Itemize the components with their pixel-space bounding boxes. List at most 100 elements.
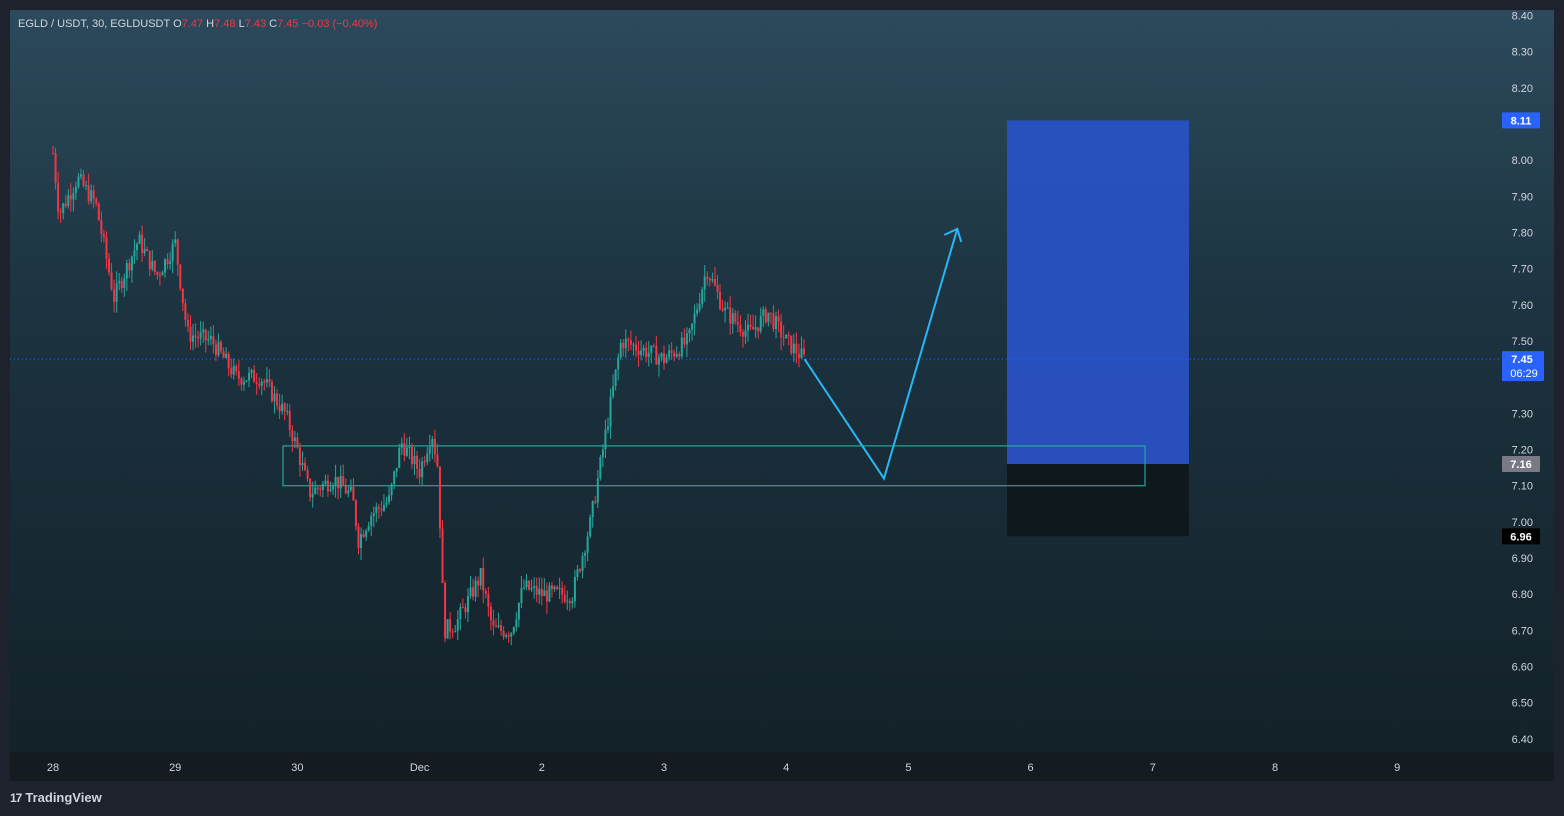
candle-body	[110, 272, 113, 290]
candle-body	[609, 396, 612, 427]
candle-body	[466, 595, 469, 613]
candle-body	[797, 353, 800, 358]
candle-body	[492, 620, 495, 626]
x-tick-label: 3	[661, 762, 667, 774]
candle-body	[158, 275, 161, 277]
candle-body	[349, 486, 352, 491]
candle-body	[227, 353, 230, 368]
candle-body	[120, 281, 123, 289]
candle-body	[472, 587, 475, 597]
candle-body	[242, 381, 245, 385]
candle-body	[82, 174, 85, 186]
candle-body	[278, 405, 281, 412]
candle-body	[133, 250, 136, 257]
candle-body	[584, 552, 587, 556]
candle-body	[375, 507, 378, 513]
stop-tag: 6.96	[1510, 531, 1531, 543]
candle-body	[538, 588, 541, 595]
candle-body	[426, 453, 429, 463]
candle-body	[69, 195, 72, 200]
candle-body	[444, 583, 447, 639]
candle-body	[629, 340, 632, 345]
candle-body	[143, 248, 146, 254]
candle-body	[777, 316, 780, 322]
candle-body	[253, 369, 256, 383]
candle-body	[258, 383, 261, 386]
candle-body	[795, 343, 798, 354]
candle-body	[77, 176, 80, 187]
candle-body	[716, 285, 719, 292]
candle-body	[663, 353, 665, 363]
candle-body	[706, 276, 709, 279]
candle-body	[62, 203, 65, 214]
candle-body	[217, 341, 220, 356]
candle-body	[360, 534, 363, 548]
candle-body	[245, 380, 248, 382]
candle-body	[438, 466, 441, 529]
candle-body	[102, 233, 105, 238]
entry-tag: 7.16	[1510, 459, 1531, 471]
change-value: −0.03 (−0.40%)	[301, 18, 378, 30]
y-tick-label: 6.50	[1512, 698, 1533, 710]
plot-area[interactable]	[10, 10, 1500, 752]
candle-body	[319, 488, 322, 491]
candle-body	[105, 237, 108, 259]
y-tick-label: 6.90	[1512, 553, 1533, 565]
time-axis[interactable]	[10, 752, 1554, 781]
candle-body	[734, 313, 737, 322]
candle-body	[309, 478, 312, 498]
x-tick-label: Dec	[410, 762, 430, 774]
candle-body	[189, 326, 192, 342]
candle-body	[637, 350, 640, 356]
candle-body	[171, 243, 174, 262]
candle-body	[370, 515, 373, 526]
candle-body	[428, 447, 431, 454]
candle-body	[324, 480, 327, 484]
candle-body	[563, 594, 566, 602]
candle-body	[627, 339, 630, 341]
candle-body	[286, 411, 289, 413]
candle-body	[530, 587, 533, 590]
candle-body	[156, 272, 159, 276]
tradingview-brand[interactable]: 17 TradingView	[10, 790, 102, 805]
candle-body	[632, 344, 635, 346]
x-tick-label: 7	[1150, 762, 1156, 774]
candle-body	[95, 198, 98, 204]
candle-body	[744, 330, 747, 337]
candle-body	[645, 347, 648, 358]
y-tick-label: 8.30	[1512, 47, 1533, 59]
candle-body	[505, 635, 508, 637]
candle-body	[670, 350, 673, 353]
candle-body	[240, 378, 243, 385]
candle-body	[494, 625, 497, 628]
symbol-legend[interactable]: EGLD / USDT, 30, EGLDUSDT O7.47 H7.48 L7…	[18, 18, 377, 30]
candle-body	[713, 279, 716, 286]
candle-body	[413, 455, 416, 465]
candle-body	[380, 508, 383, 511]
candle-body	[759, 315, 762, 332]
candle-body	[395, 467, 398, 472]
candle-body	[683, 337, 686, 345]
candle-body	[52, 152, 54, 154]
candle-body	[612, 386, 615, 397]
candle-body	[100, 220, 103, 234]
candle-body	[606, 426, 609, 430]
candle-body	[118, 281, 121, 284]
candle-body	[115, 283, 118, 302]
candle-body	[237, 371, 240, 379]
candle-body	[97, 203, 100, 221]
entry-tag-bg	[1502, 456, 1540, 473]
candle-body	[283, 403, 286, 412]
candle-body	[550, 585, 553, 590]
candle-body	[334, 476, 337, 487]
candle-body	[696, 309, 699, 314]
candle-body	[522, 587, 525, 589]
candle-body	[372, 512, 375, 516]
candle-body	[199, 332, 202, 339]
candle-body	[288, 411, 291, 430]
candle-body	[752, 327, 755, 330]
candle-body	[591, 501, 594, 518]
candle-body	[204, 329, 207, 341]
